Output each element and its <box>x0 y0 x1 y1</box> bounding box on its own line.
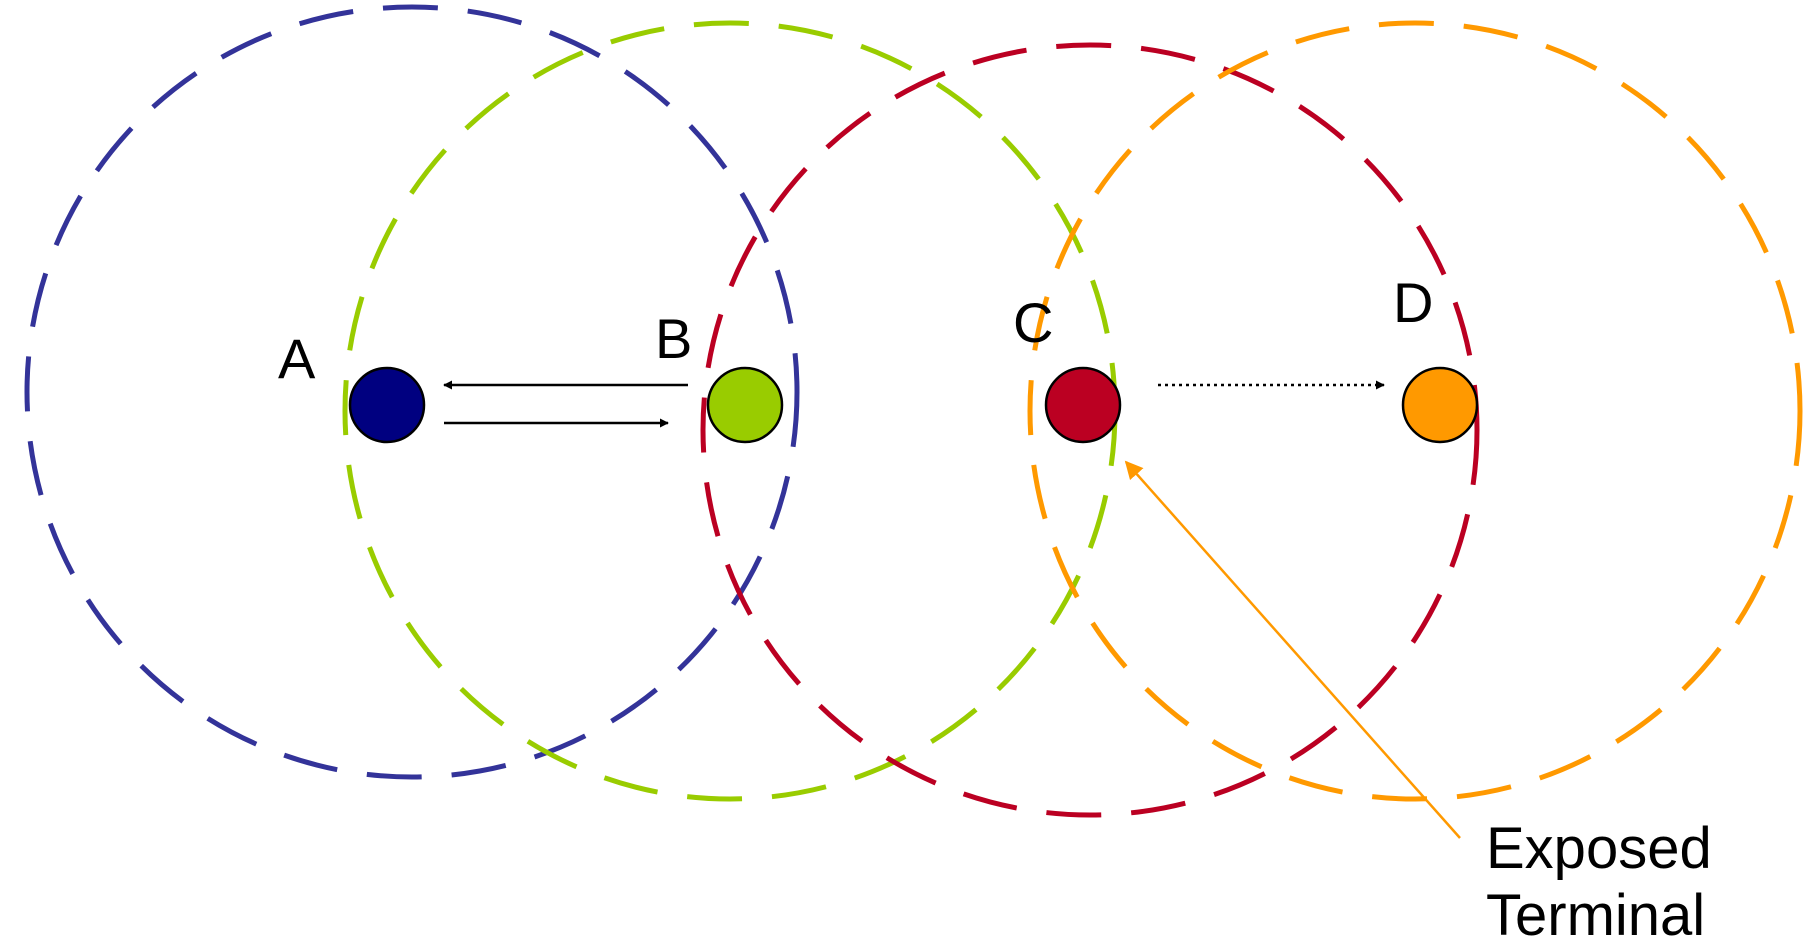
exposed-terminal-arrow <box>1124 460 1461 839</box>
node-c <box>1044 366 1122 444</box>
node-a <box>348 366 426 444</box>
annotation-terminal: Terminal <box>1486 883 1705 938</box>
node-label-c: C <box>1013 291 1053 354</box>
range-circle-d <box>1027 20 1803 802</box>
annotation-exposed: Exposed <box>1486 816 1712 881</box>
range-circle-a <box>24 4 800 780</box>
range-circle-c <box>700 42 1480 818</box>
node-d <box>1401 366 1479 444</box>
node-label-a: A <box>278 327 316 390</box>
node-b <box>706 366 784 444</box>
node-label-d: D <box>1393 271 1433 334</box>
node-label-b: B <box>655 307 692 370</box>
